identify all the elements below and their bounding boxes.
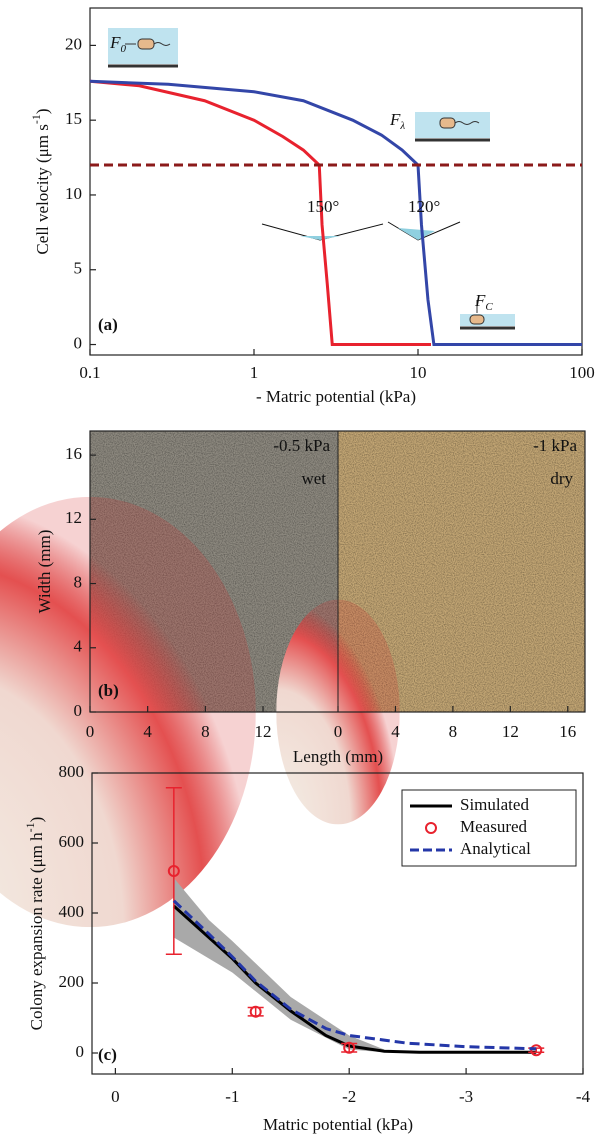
line (89, 79, 431, 347)
x-tick-label: 0 (111, 1087, 120, 1106)
x-tick-label: 12 (502, 722, 519, 741)
line (172, 904, 537, 1054)
force-label-text: F (389, 110, 401, 129)
panel-label: (c) (98, 1045, 117, 1064)
x-axis-label: Length (mm) (293, 747, 383, 766)
legend-swatch (425, 822, 437, 834)
x-tick-label: -4 (576, 1087, 591, 1106)
y-tick-label: 15 (65, 109, 82, 128)
point (343, 1041, 356, 1054)
force-label: F0 (109, 33, 126, 55)
point (530, 1044, 543, 1057)
y-tick-label: 0 (76, 1042, 85, 1061)
y-tick-label: 400 (59, 902, 85, 921)
force-label-text: F (474, 291, 486, 310)
condition-label: dry (550, 469, 573, 488)
force-label-sub: C (485, 301, 493, 313)
y-axis-label-text: Cell velocity (μm s (33, 124, 52, 254)
x-tick-label: -3 (459, 1087, 473, 1106)
y-tick-label: 200 (59, 972, 85, 991)
x-tick-label: -1 (225, 1087, 239, 1106)
y-tick-label: 4 (74, 637, 83, 656)
condition-label: wet (301, 469, 326, 488)
schematic (108, 28, 515, 330)
y-tick-label: 5 (74, 259, 83, 278)
plot-frame (89, 430, 586, 713)
x-axis-label: Matric potential (kPa) (263, 1115, 413, 1134)
line (89, 79, 582, 347)
force-label-sub: 0 (121, 43, 127, 55)
panel-label: (a) (98, 315, 118, 334)
y-tick-label: 20 (65, 34, 82, 53)
force-label-sub: λ (399, 120, 405, 132)
y-tick-label: 12 (65, 508, 82, 527)
line (172, 899, 537, 1051)
x-tick-label: 0 (86, 722, 95, 741)
x-tick-label: 10 (410, 363, 427, 382)
x-tick-label: 16 (559, 722, 576, 741)
y-axis-label-text: Colony expansion rate (μm h (27, 832, 46, 1030)
y-axis-label: Width (mm) (35, 530, 54, 614)
potential-label: -0.5 kPa (273, 436, 330, 455)
y-tick-label: 0 (74, 333, 83, 352)
potential-label: -1 kPa (533, 436, 577, 455)
force-label: FC (474, 291, 493, 313)
plot-frame (91, 772, 584, 1075)
x-tick-label: 0 (334, 722, 343, 741)
uncertainty-band (173, 878, 385, 1053)
y-axis-label-sup: -1 (23, 822, 37, 832)
x-tick-label: 4 (391, 722, 400, 741)
point (249, 1005, 262, 1018)
point (167, 865, 180, 877)
annotation: 120° (408, 197, 440, 216)
panel-label: (b) (98, 681, 119, 700)
x-tick-label: 0.1 (79, 363, 100, 382)
x-tick-label: -2 (342, 1087, 356, 1106)
y-axis-label: Cell velocity (μm s-1) (29, 108, 52, 254)
annotation: 150° (307, 197, 339, 216)
x-tick-label: 12 (255, 722, 272, 741)
x-axis-label: - Matric potential (kPa) (256, 387, 416, 406)
legend-box (401, 789, 577, 867)
legend-label: Analytical (460, 839, 531, 858)
y-tick-label: 16 (65, 444, 82, 463)
x-tick-label: 4 (143, 722, 152, 741)
y-axis-label-sup: -1 (29, 114, 43, 124)
y-tick-label: 8 (74, 572, 83, 591)
y-tick-label: 600 (59, 832, 85, 851)
x-tick-label: 8 (201, 722, 210, 741)
y-axis-label: Colony expansion rate (μm h-1) (23, 817, 46, 1031)
error-bar (165, 786, 182, 956)
y-tick-label: 800 (59, 762, 85, 781)
x-tick-label: 1 (250, 363, 259, 382)
legend-label: Simulated (460, 795, 529, 814)
plot-frame (89, 7, 583, 356)
force-label: Fλ (389, 110, 405, 132)
x-tick-label: 100 (569, 363, 595, 382)
y-tick-label: 0 (74, 701, 83, 720)
force-label-text: F (109, 33, 121, 52)
y-axis-label-end: ) (27, 817, 46, 823)
legend-label: Measured (460, 817, 528, 836)
y-axis-label-end: ) (33, 108, 52, 114)
x-tick-label: 8 (449, 722, 458, 741)
y-tick-label: 10 (65, 184, 82, 203)
